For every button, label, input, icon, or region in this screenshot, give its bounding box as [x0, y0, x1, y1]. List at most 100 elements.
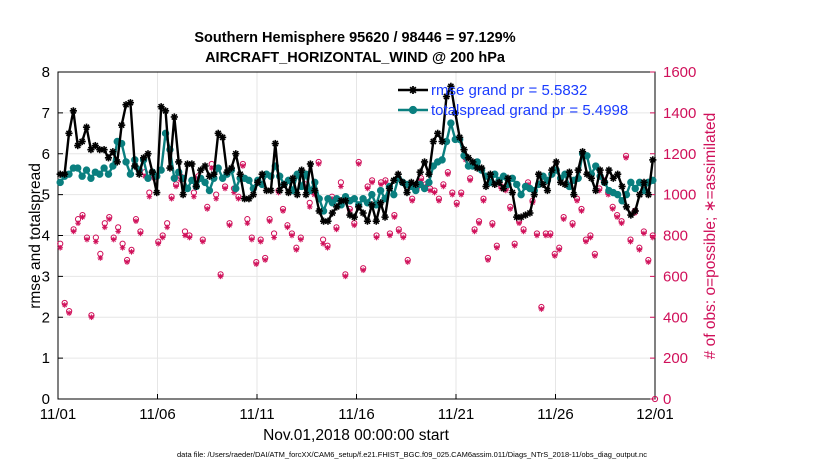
y-tick-label: 7 — [42, 105, 50, 122]
obs-assimilated-point — [315, 161, 322, 167]
y-tick-label: 5 — [42, 187, 50, 204]
rmse-point — [192, 182, 200, 191]
totalspread-point — [513, 180, 521, 189]
rmse-point — [631, 207, 639, 215]
obs-assimilated-point — [128, 249, 135, 255]
rmse-point — [442, 92, 451, 101]
rmse-point — [636, 191, 644, 199]
rmse-point — [368, 201, 376, 209]
obs-assimilated-point — [226, 222, 233, 229]
chart-title: Southern Hemisphere 95620 / 98446 = 97.1… — [194, 30, 515, 46]
totalspread-point — [350, 195, 359, 203]
obs-assimilated-point — [186, 234, 193, 241]
totalspread-point — [245, 176, 253, 185]
obs-assimilated-point — [583, 238, 589, 245]
rmse-point — [420, 158, 429, 166]
obs-assimilated-point — [355, 161, 362, 167]
y2-tick-label: 800 — [663, 228, 688, 245]
obs-assimilated-point — [280, 208, 286, 214]
obs-assimilated-point — [636, 247, 643, 253]
obs-assimilated-point — [191, 193, 197, 200]
obs-assimilated-point — [284, 224, 291, 231]
y-tick-label: 4 — [42, 228, 50, 245]
rmse-point — [82, 123, 91, 131]
totalspread-point — [78, 172, 86, 180]
y2-tick-label: 1000 — [663, 187, 696, 204]
rmse-point — [232, 150, 240, 158]
obs-assimilated-point — [369, 179, 375, 186]
y-tick-label: 6 — [42, 146, 50, 163]
obs-assimilated-point — [382, 179, 389, 186]
rmse-point — [328, 209, 336, 217]
obs-assimilated-point — [440, 183, 447, 190]
rmse-point — [166, 164, 174, 172]
obs-assimilated-point — [84, 236, 90, 243]
rmse-point — [495, 178, 503, 186]
obs-assimilated-point — [293, 247, 300, 253]
totalspread-point — [205, 186, 214, 195]
totalspread-point — [201, 178, 209, 187]
obs-assimilated-point — [489, 222, 496, 229]
obs-assimilated-point — [449, 191, 456, 198]
obs-assimilated-point — [320, 240, 326, 247]
totalspread-point — [109, 162, 117, 170]
obs-possible-zero-point — [651, 395, 659, 403]
rmse-point — [416, 168, 424, 176]
obs-assimilated-point — [578, 208, 585, 214]
obs-assimilated-point — [333, 226, 340, 233]
rmse-series — [56, 82, 657, 225]
rmse-point — [552, 158, 560, 166]
totalspread-point — [126, 170, 135, 178]
rmse-point — [543, 186, 552, 195]
rmse-point — [438, 137, 446, 146]
obs-assimilated-point — [569, 222, 576, 229]
obs-assimilated-point — [106, 216, 113, 222]
obs-assimilated-point — [133, 218, 139, 224]
obs-assimilated-point — [146, 193, 153, 200]
obs-assimilated-point — [507, 206, 514, 212]
rmse-point — [298, 166, 306, 174]
obs-assimilated-point — [458, 191, 464, 198]
obs-assimilated-point — [453, 202, 460, 208]
rmse-point — [60, 170, 69, 178]
obs-assimilated-point — [614, 214, 620, 220]
rmse-point — [315, 207, 323, 215]
obs-assimilated-point — [471, 228, 478, 235]
rmse-point — [460, 146, 468, 154]
grid — [58, 72, 655, 399]
obs-assimilated-point — [556, 247, 563, 253]
obs-assimilated-point — [289, 232, 295, 239]
rmse-point — [175, 158, 183, 166]
y-tick-label: 0 — [42, 391, 50, 408]
rmse-point — [201, 162, 209, 170]
rmse-point — [78, 137, 86, 146]
rmse-point — [412, 180, 420, 189]
obs-assimilated-point — [173, 183, 179, 190]
rmse-point — [188, 160, 196, 168]
rmse-point — [618, 182, 626, 191]
rmse-line — [60, 85, 654, 223]
obs-assimilated-point — [364, 185, 371, 192]
obs-assimilated-point — [57, 244, 64, 251]
rmse-point — [126, 99, 135, 107]
footer-data-file: data file: /Users/raeder/DAI/ATM_forcXX/… — [177, 450, 647, 459]
rmse-point — [306, 160, 315, 168]
totalspread-point — [631, 184, 639, 193]
rmse-point — [144, 150, 152, 158]
rmse-point — [535, 170, 543, 178]
totalspread-point — [517, 190, 525, 199]
rmse-point — [649, 156, 657, 164]
rmse-point — [561, 180, 569, 189]
x-tick-labels: 11/01 11/06 11/11 11/16 11/21 11/26 12/01 — [40, 394, 674, 423]
obs-assimilated-point — [494, 244, 500, 251]
y2-tick-label: 200 — [663, 350, 688, 367]
rmse-point — [539, 180, 547, 189]
rmse-point — [170, 113, 178, 121]
obs-assimilated-point — [538, 306, 545, 312]
chart-subtitle: AIRCRAFT_HORIZONTAL_WIND @ 200 hPa — [205, 50, 506, 66]
totalspread-point — [438, 156, 446, 164]
totalspread-point — [144, 174, 152, 182]
obs-assimilated-point — [70, 228, 77, 235]
totalspread-point — [218, 174, 227, 182]
rmse-point — [578, 148, 587, 156]
